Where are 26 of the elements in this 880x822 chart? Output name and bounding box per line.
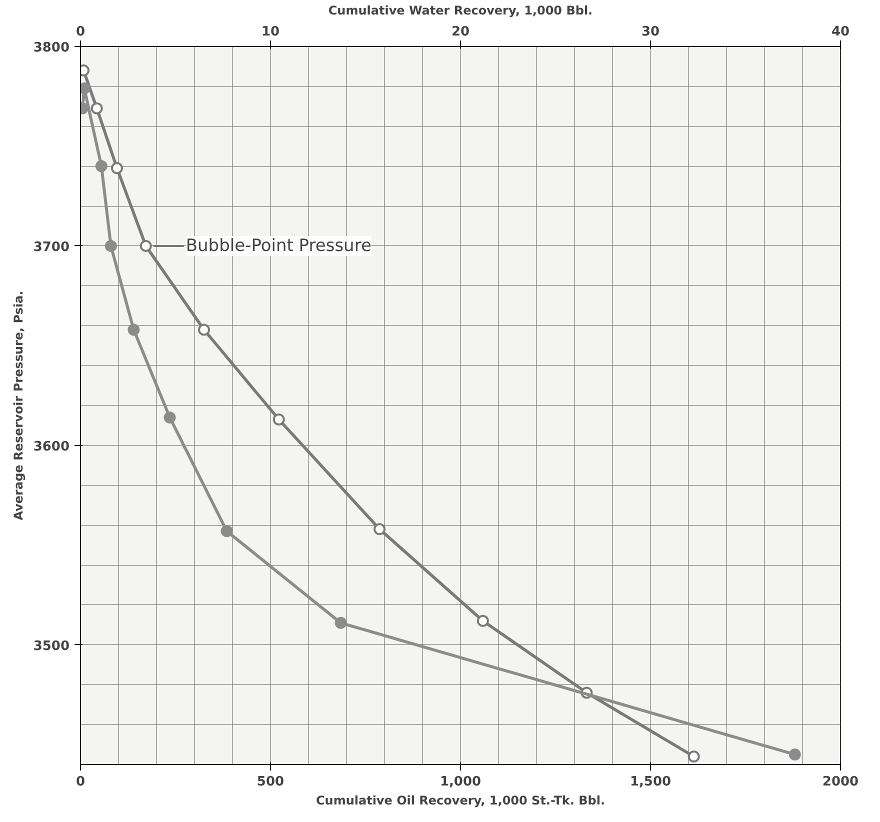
- x2-tick-label: 10: [261, 24, 280, 40]
- x-tick-label: 2000: [822, 774, 859, 790]
- x2-axis-title: Cumulative Water Recovery, 1,000 Bbl.: [328, 4, 593, 18]
- annotation: Bubble-Point Pressure: [186, 236, 372, 256]
- y-tick-label: 3800: [33, 40, 70, 56]
- x2-tick-label: 20: [451, 24, 470, 40]
- point: [374, 523, 386, 536]
- y-axis-title: Average Reservoir Pressure, Psia.: [11, 290, 26, 520]
- point: [140, 240, 152, 252]
- point: [476, 614, 489, 627]
- point: [198, 324, 210, 336]
- x-tick-label: 1,000: [440, 774, 482, 790]
- x-axis-title: Cumulative Oil Recovery, 1,000 St.-Tk. Bbl.: [316, 794, 606, 808]
- point: [90, 102, 103, 114]
- x2-tick-label: 40: [831, 24, 850, 40]
- y-tick-label: 3600: [33, 439, 70, 454]
- point: [110, 162, 123, 174]
- x-tick-label: 500: [256, 774, 284, 790]
- point: [688, 750, 700, 763]
- x2-tick-label: 30: [641, 24, 660, 40]
- y-tick-label: 3500: [33, 638, 70, 654]
- y-tick-label: 3700: [33, 240, 70, 255]
- x2-tick-label: 0: [76, 24, 86, 40]
- point: [272, 413, 285, 426]
- x-tick-label: 0: [76, 774, 86, 790]
- x-tick-label: 1,500: [630, 774, 672, 790]
